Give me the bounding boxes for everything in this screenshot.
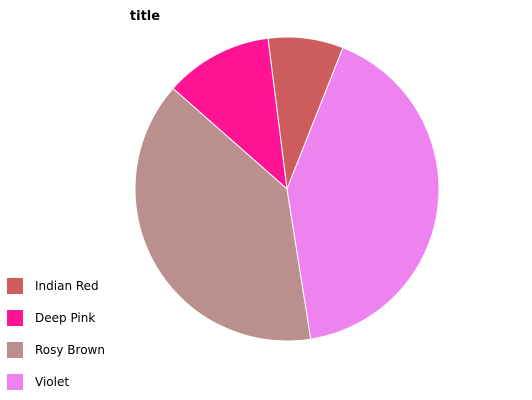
pie-slices	[134, 36, 440, 342]
legend-item: Rosy Brown	[3, 334, 105, 366]
legend-swatch	[7, 342, 23, 358]
chart-title: title	[129, 9, 161, 24]
legend-label: Indian Red	[35, 279, 99, 293]
legend-item: Violet	[3, 366, 105, 398]
legend-label: Rosy Brown	[35, 343, 105, 357]
legend-swatch	[7, 374, 23, 390]
legend-swatch	[7, 278, 23, 294]
pie-slice-deep-pink	[172, 37, 288, 191]
pie-slice-violet	[286, 47, 440, 340]
legend-swatch	[7, 310, 23, 326]
legend: Indian Red Deep Pink Rosy Brown Violet	[3, 270, 105, 398]
pie-slice-rosy-brown	[134, 87, 312, 342]
legend-label: Violet	[35, 375, 70, 389]
legend-label: Deep Pink	[35, 311, 96, 325]
legend-item: Indian Red	[3, 270, 105, 302]
legend-item: Deep Pink	[3, 302, 105, 334]
